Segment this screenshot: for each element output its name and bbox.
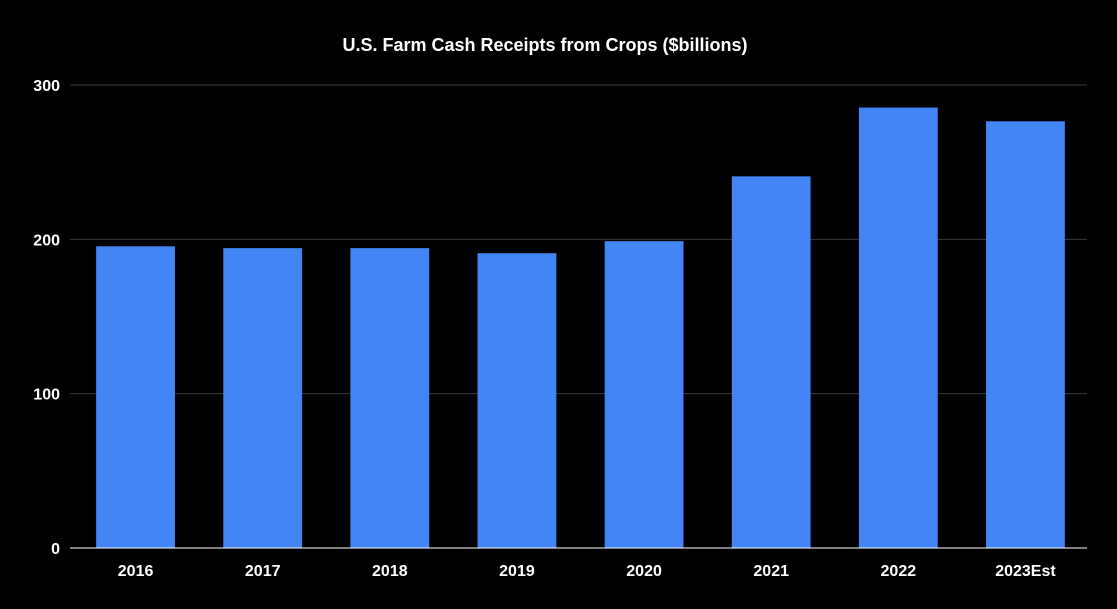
bar [477, 253, 557, 548]
x-tick-label: 2021 [753, 563, 789, 580]
x-tick-label: 2018 [372, 563, 408, 580]
bar [731, 176, 811, 548]
bar [604, 241, 684, 548]
y-tick-label: 0 [51, 541, 60, 558]
y-tick-label: 100 [33, 387, 60, 404]
x-tick-label: 2020 [626, 563, 662, 580]
y-axis-ticks: 0 100 200 300 [33, 78, 60, 558]
x-tick-label: 2023Est [995, 563, 1056, 580]
bar [858, 107, 938, 549]
y-tick-label: 200 [33, 232, 60, 249]
bars [96, 107, 1065, 549]
x-tick-label: 2022 [881, 563, 917, 580]
x-axis-ticks: 2016 2017 2018 2019 2020 2021 2022 2023Est [118, 563, 1057, 580]
bar [96, 246, 175, 549]
bar [223, 248, 303, 548]
y-tick-label: 300 [33, 78, 60, 95]
x-tick-label: 2016 [118, 563, 154, 580]
bar [350, 248, 430, 548]
bar [986, 121, 1065, 548]
chart-title: U.S. Farm Cash Receipts from Crops ($bil… [342, 35, 747, 55]
x-tick-label: 2017 [245, 563, 281, 580]
x-tick-label: 2019 [499, 563, 535, 580]
